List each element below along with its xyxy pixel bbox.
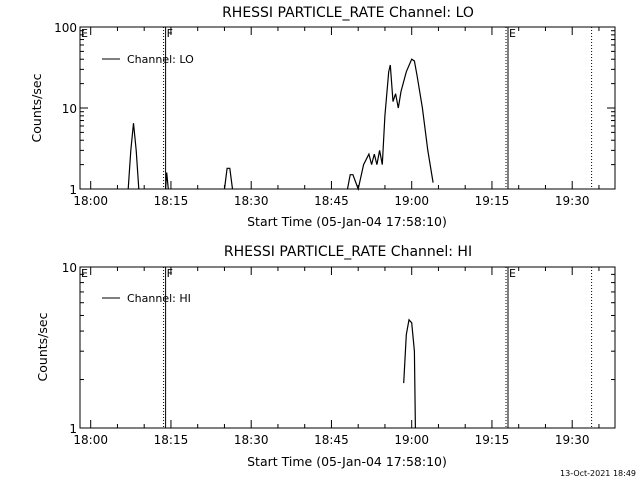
legend-label: Channel: LO: [127, 53, 194, 66]
series-line-segment: [127, 123, 140, 190]
y-tick-label: 1: [69, 422, 77, 436]
y-tick-label: 10: [62, 102, 77, 116]
x-tick-label: 19:15: [475, 433, 510, 447]
marker-label: E: [81, 267, 88, 280]
y-axis-label: Counts/sec: [35, 312, 50, 381]
x-tick-label: 18:00: [73, 433, 108, 447]
legend-label: Channel: HI: [127, 292, 191, 305]
x-tick-label: 19:00: [394, 433, 429, 447]
plot-frame: [79, 26, 616, 190]
y-tick-label: 100: [54, 21, 77, 35]
x-tick-label: 19:30: [555, 433, 590, 447]
x-tick-label: 19:00: [394, 194, 429, 208]
x-tick-label: 19:30: [555, 194, 590, 208]
y-tick-label: 10: [62, 261, 77, 275]
marker-label: E: [509, 27, 516, 40]
footer-timestamp: 13-Oct-2021 18:49: [560, 469, 636, 478]
marker-label: F: [167, 27, 173, 40]
x-tick-label: 18:00: [73, 194, 108, 208]
series-line-segment: [403, 318, 416, 429]
marker-label: E: [509, 267, 516, 280]
chart-panel-hi: RHESSI PARTICLE_RATE Channel: HI Start T…: [35, 244, 616, 469]
series-line-segment: [223, 167, 234, 190]
x-tick-label: 18:30: [234, 194, 269, 208]
chart-panel-lo: RHESSI PARTICLE_RATE Channel: LO Start T…: [29, 5, 616, 229]
x-axis-label: Start Time (05-Jan-04 17:58:10): [247, 214, 447, 229]
y-tick-label: 1: [69, 183, 77, 197]
marker-label: E: [81, 27, 88, 40]
x-tick-label: 18:30: [234, 433, 269, 447]
series-line-segment: [346, 58, 434, 192]
y-axis-label: Counts/sec: [29, 73, 44, 142]
x-tick-label: 19:15: [475, 194, 510, 208]
x-tick-label: 18:15: [154, 433, 189, 447]
x-tick-label: 18:15: [154, 194, 189, 208]
chart-title: RHESSI PARTICLE_RATE Channel: LO: [222, 5, 474, 21]
x-axis-label: Start Time (05-Jan-04 17:58:10): [247, 454, 447, 469]
chart-title: RHESSI PARTICLE_RATE Channel: HI: [224, 244, 472, 260]
x-tick-label: 18:45: [314, 194, 349, 208]
x-tick-label: 18:45: [314, 433, 349, 447]
marker-label: F: [167, 267, 173, 280]
series-line-segment: [165, 172, 169, 190]
